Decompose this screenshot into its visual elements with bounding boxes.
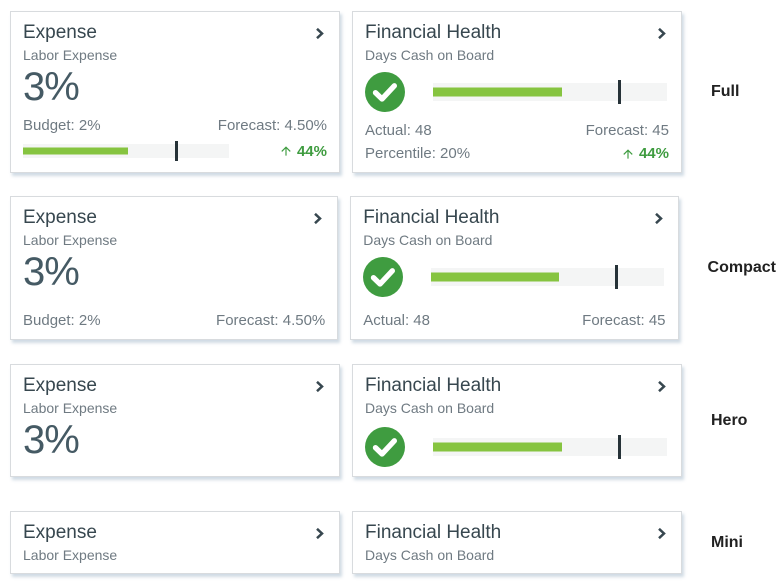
financial-health-card-full[interactable]: Financial Health Days Cash on Board Actu…	[352, 11, 682, 173]
card-title: Financial Health	[365, 22, 502, 43]
budget-value: Budget: 2%	[23, 312, 101, 329]
chevron-right-icon[interactable]	[654, 26, 669, 41]
check-circle-icon	[365, 427, 405, 467]
row-hero: Expense Labor Expense 3% Financial Healt…	[10, 364, 776, 477]
chevron-right-icon[interactable]	[654, 526, 669, 541]
progress-bar	[433, 435, 667, 459]
card-title: Expense	[23, 375, 97, 396]
progress-bar	[23, 141, 229, 161]
card-header: Expense	[23, 20, 327, 46]
chevron-right-icon[interactable]	[312, 526, 327, 541]
chevron-right-icon[interactable]	[312, 26, 327, 41]
card-header: Financial Health	[363, 205, 665, 231]
card-subtitle: Days Cash on Board	[365, 547, 495, 563]
card-header: Financial Health	[365, 520, 669, 546]
card-header: Expense	[23, 520, 327, 546]
gauge-row	[365, 72, 669, 112]
expense-card-mini[interactable]: Expense Labor Expense	[10, 511, 340, 574]
change-value: 44%	[638, 145, 669, 162]
actual-value: Actual: 48	[365, 122, 432, 139]
kpi-card-gallery: Expense Labor Expense 3% Budget: 2% Fore…	[10, 11, 776, 574]
card-title: Expense	[23, 22, 97, 43]
variant-label-mini: Mini	[711, 533, 743, 551]
progress-fill	[433, 442, 562, 452]
row-full: Expense Labor Expense 3% Budget: 2% Fore…	[10, 11, 776, 173]
variant-label-hero: Hero	[711, 411, 748, 429]
arrow-up-icon	[623, 148, 633, 159]
target-marker	[175, 141, 179, 161]
target-marker	[617, 435, 621, 459]
kpi-value: 3%	[23, 65, 80, 109]
percentile-row: Percentile: 20% 44%	[365, 145, 669, 162]
expense-card-hero[interactable]: Expense Labor Expense 3%	[10, 364, 340, 477]
card-title: Expense	[23, 522, 97, 543]
arrow-up-icon	[281, 146, 291, 156]
variant-label-compact: Compact	[707, 259, 776, 276]
card-title: Financial Health	[365, 522, 502, 543]
check-circle-icon	[365, 72, 405, 112]
card-subtitle: Labor Expense	[23, 400, 118, 416]
percentile-value: Percentile: 20%	[365, 145, 471, 162]
card-header: Financial Health	[365, 373, 669, 399]
card-header: Expense	[23, 205, 325, 231]
target-marker	[617, 80, 621, 104]
chevron-right-icon[interactable]	[651, 211, 666, 226]
expense-card-compact[interactable]: Expense Labor Expense 3% Budget: 2% Fore…	[10, 196, 339, 340]
forecast-value: Forecast: 4.50%	[217, 116, 327, 134]
target-marker	[614, 265, 618, 289]
card-title: Expense	[23, 207, 97, 228]
change-value: 44%	[296, 142, 327, 160]
progress-fill	[23, 147, 129, 155]
budget-value: Budget: 2%	[23, 116, 101, 134]
metrics-row: Budget: 2% Forecast: 4.50%	[23, 117, 327, 134]
progress-bar	[431, 265, 664, 289]
actual-value: Actual: 48	[363, 312, 430, 329]
kpi-value: 3%	[23, 250, 80, 294]
chevron-right-icon[interactable]	[312, 379, 327, 394]
chevron-right-icon[interactable]	[310, 211, 325, 226]
forecast-value: Forecast: 45	[585, 122, 669, 139]
card-subtitle: Days Cash on Board	[365, 47, 495, 63]
card-header: Financial Health	[365, 20, 669, 46]
card-subtitle: Labor Expense	[23, 47, 118, 63]
card-subtitle: Days Cash on Board	[363, 232, 493, 248]
change-indicator: 44%	[621, 145, 669, 162]
metrics-row: Actual: 48 Forecast: 45	[365, 122, 669, 139]
gauge-row	[363, 257, 665, 297]
row-compact: Expense Labor Expense 3% Budget: 2% Fore…	[10, 196, 776, 340]
forecast-value: Forecast: 4.50%	[216, 312, 326, 329]
check-circle-icon	[363, 257, 404, 297]
progress-fill	[433, 87, 562, 97]
card-title: Financial Health	[365, 375, 502, 396]
financial-health-card-compact[interactable]: Financial Health Days Cash on Board Actu…	[350, 196, 679, 340]
forecast-value: Forecast: 45	[582, 312, 666, 329]
card-subtitle: Labor Expense	[23, 232, 118, 248]
card-subtitle: Days Cash on Board	[365, 400, 495, 416]
row-mini: Expense Labor Expense Financial Health D…	[10, 511, 776, 574]
financial-health-card-mini[interactable]: Financial Health Days Cash on Board	[352, 511, 682, 574]
chevron-right-icon[interactable]	[654, 379, 669, 394]
card-subtitle: Labor Expense	[23, 547, 118, 563]
progress-row: 44%	[23, 140, 327, 162]
metrics-row: Actual: 48 Forecast: 45	[363, 312, 665, 329]
kpi-value: 3%	[23, 418, 80, 462]
variant-label-full: Full	[711, 83, 740, 100]
progress-bar	[433, 80, 667, 104]
progress-fill	[431, 272, 559, 282]
metrics-row: Budget: 2% Forecast: 4.50%	[23, 312, 325, 329]
card-title: Financial Health	[363, 207, 500, 228]
change-indicator: 44%	[279, 143, 327, 160]
expense-card-full[interactable]: Expense Labor Expense 3% Budget: 2% Fore…	[10, 11, 340, 173]
card-header: Expense	[23, 373, 327, 399]
financial-health-card-hero[interactable]: Financial Health Days Cash on Board	[352, 364, 682, 477]
gauge-row	[365, 427, 669, 467]
